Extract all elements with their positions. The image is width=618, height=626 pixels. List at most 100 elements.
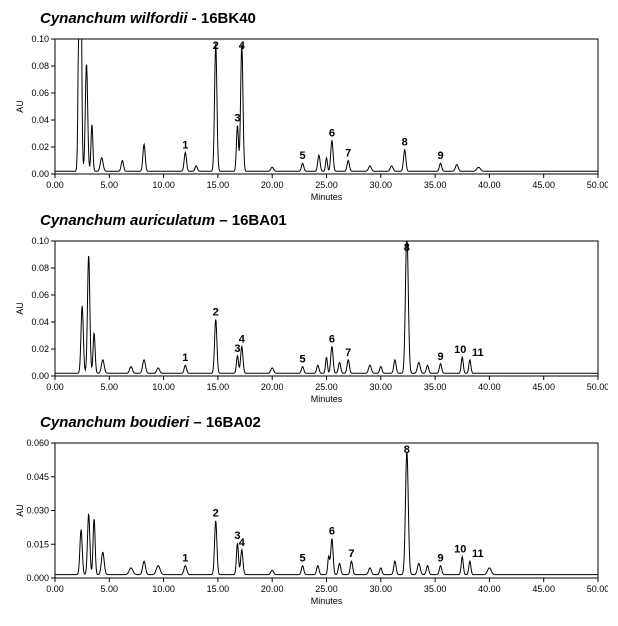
peak-label: 2 [213,306,219,318]
svg-text:45.00: 45.00 [532,382,555,392]
peak-label: 9 [437,351,443,363]
peak-label: 2 [213,508,219,520]
svg-text:20.00: 20.00 [261,584,284,594]
peak-label: 11 [472,347,484,359]
chart-wrap: 0.000.020.040.060.080.10 0.005.0010.0015… [10,231,608,406]
chart-title: Cynanchum wilfordii - 16BK40 [40,10,608,27]
svg-text:40.00: 40.00 [478,382,501,392]
chart-wrap: 0.000.020.040.060.080.10 0.005.0010.0015… [10,29,608,204]
sample-code: - 16BK40 [188,10,256,27]
svg-text:40.00: 40.00 [478,584,501,594]
svg-text:0.08: 0.08 [31,263,49,273]
svg-text:35.00: 35.00 [424,584,447,594]
peak-label: 1 [182,139,188,151]
svg-text:10.00: 10.00 [152,180,175,190]
svg-text:45.00: 45.00 [532,180,555,190]
peak-label: 7 [345,347,351,359]
y-axis-label: AU [15,302,25,315]
svg-text:40.00: 40.00 [478,180,501,190]
chart-block: Cynanchum boudieri – 16BA02 0.0000.0150.… [10,414,608,608]
peak-label: 4 [239,537,246,549]
chart-title: Cynanchum boudieri – 16BA02 [40,414,608,431]
chart-block: Cynanchum auriculatum – 16BA01 0.00 0.02 0… [10,212,608,406]
svg-text:15.00: 15.00 [207,382,230,392]
svg-text:50.00: 50.00 [587,180,608,190]
svg-text:0.030: 0.030 [26,506,49,516]
y-axis-label: AU [15,504,25,517]
svg-text:25.00: 25.00 [315,180,338,190]
peak-label: 1 [182,553,188,565]
peak-label: 7 [345,148,351,160]
svg-text:0.045: 0.045 [26,472,49,482]
x-axis-label: Minutes [311,394,343,404]
x-axis-label: Minutes [311,192,343,202]
peak-label: 11 [472,548,484,560]
peak-label: 5 [300,553,306,565]
svg-text:0.02: 0.02 [31,142,49,152]
peak-label: 10 [454,544,466,556]
svg-text:50.00: 50.00 [587,584,608,594]
svg-text:30.00: 30.00 [370,382,393,392]
svg-text:35.00: 35.00 [424,382,447,392]
chart-block: Cynanchum wilfordii - 16BK40 0.00 0.02 0.0… [10,10,608,204]
svg-text:0.08: 0.08 [31,61,49,71]
svg-text:0.00: 0.00 [46,584,64,594]
chart-wrap: 0.000 0.015 0.030 0.045 0.060 0.00 5.00 10.00 1… [10,433,608,608]
chromatogram-svg: 0.000.020.040.060.080.10 0.005.0010.0015… [10,29,608,204]
svg-text:30.00: 30.00 [370,180,393,190]
sample-code: – 16BA02 [189,414,261,431]
svg-text:20.00: 20.00 [261,180,284,190]
peak-label: 4 [239,40,246,52]
peak-label: 1 [182,352,188,364]
svg-text:25.00: 25.00 [315,584,338,594]
chromatogram-svg: 0.000 0.015 0.030 0.045 0.060 0.00 5.00 10.00 1… [10,433,608,608]
species-name: Cynanchum auriculatum [40,212,215,229]
peak-label: 3 [234,112,240,124]
svg-text:0.015: 0.015 [26,539,49,549]
x-axis-label: Minutes [311,596,343,606]
svg-text:0.02: 0.02 [31,344,49,354]
svg-text:0.00: 0.00 [46,382,64,392]
y-axis-label: AU [15,100,25,113]
svg-text:25.00: 25.00 [315,382,338,392]
svg-text:50.00: 50.00 [587,382,608,392]
svg-text:15.00: 15.00 [207,180,230,190]
chromatogram-svg: 0.000.020.040.060.080.10 0.005.0010.0015… [10,231,608,406]
svg-text:10.00: 10.00 [152,584,175,594]
svg-text:30.00: 30.00 [370,584,393,594]
peak-label: 6 [329,333,335,345]
svg-text:0.06: 0.06 [31,290,49,300]
species-name: Cynanchum wilfordii [40,10,188,27]
peak-label: 9 [437,150,443,162]
peak-label: 5 [300,150,306,162]
svg-text:5.00: 5.00 [101,382,119,392]
svg-text:5.00: 5.00 [101,584,119,594]
svg-text:0.10: 0.10 [31,34,49,44]
peak-label: 8 [402,137,408,149]
svg-text:0.04: 0.04 [31,317,49,327]
svg-text:15.00: 15.00 [207,584,230,594]
svg-text:0.00: 0.00 [31,371,49,381]
peak-label: 7 [348,548,354,560]
trace-line [55,241,598,373]
svg-text:0.060: 0.060 [26,438,49,448]
svg-text:0.06: 0.06 [31,88,49,98]
svg-text:0.00: 0.00 [31,169,49,179]
sample-code: – 16BA01 [215,212,287,229]
svg-text:0.00: 0.00 [46,180,64,190]
peak-label: 10 [454,344,466,356]
peak-label: 6 [329,526,335,538]
peak-label: 6 [329,127,335,139]
svg-text:0.000: 0.000 [26,573,49,583]
species-name: Cynanchum boudieri [40,414,189,431]
svg-text:45.00: 45.00 [532,584,555,594]
peak-label: 4 [239,333,246,345]
trace-line [55,452,598,575]
svg-text:0.10: 0.10 [31,236,49,246]
svg-text:0.04: 0.04 [31,115,49,125]
svg-text:5.00: 5.00 [101,180,119,190]
svg-text:10.00: 10.00 [152,382,175,392]
peak-label: 9 [437,553,443,565]
svg-text:35.00: 35.00 [424,180,447,190]
peak-label: 8 [404,444,410,456]
